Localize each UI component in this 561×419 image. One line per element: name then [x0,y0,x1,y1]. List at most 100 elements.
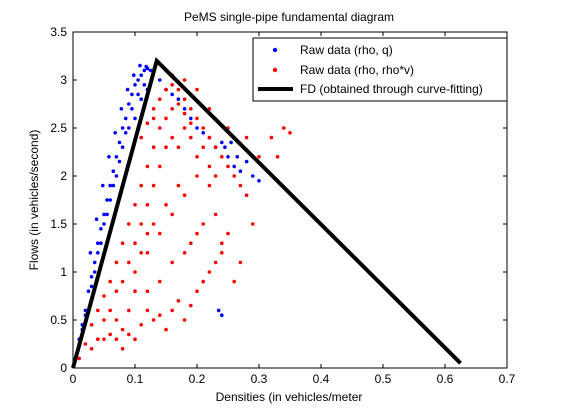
data-point-s1-62 [158,231,162,236]
data-point-s1-113 [170,83,174,87]
data-point-s0-28 [133,116,137,121]
data-point-s1-68 [232,279,236,284]
data-point-s1-41 [108,332,112,337]
legend-marker-red-dot-icon [272,67,278,73]
data-point-s0-12 [111,169,116,173]
data-point-s0-46 [195,126,199,130]
data-point-s0-33 [102,222,106,226]
data-point-s1-74 [195,231,199,236]
data-point-s1-117 [139,135,143,140]
data-point-s0-16 [123,116,128,121]
data-point-s1-40 [102,337,106,342]
data-point-s1-114 [176,87,181,92]
data-point-s1-3 [96,308,100,313]
data-point-s1-31 [288,131,292,135]
data-point-s1-33 [244,135,249,140]
data-point-s0-22 [142,68,147,73]
data-point-s0-76 [107,155,111,159]
data-point-s1-95 [120,347,125,351]
data-point-s1-93 [108,308,112,313]
data-point-s1-76 [213,212,218,217]
data-point-s1-45 [133,337,137,342]
data-point-s1-29 [269,135,274,140]
data-point-s1-30 [282,126,286,130]
data-point-s1-12 [151,145,156,149]
data-point-s0-73 [125,87,130,92]
x-tick-label-4: 0.4 [313,372,330,386]
data-point-s1-46 [139,323,143,327]
data-point-s1-94 [114,337,119,342]
data-point-s1-9 [133,203,137,207]
series-2 [71,56,462,369]
data-point-s0-55 [251,174,255,178]
data-point-s1-59 [220,251,224,255]
data-point-s0-74 [119,107,124,111]
x-tick-label-3: 0.3 [251,372,268,386]
data-point-s1-75 [201,222,205,226]
data-point-s1-81 [120,279,125,284]
data-point-s0-62 [99,241,103,245]
data-point-s1-110 [151,107,156,111]
data-point-s1-105 [207,183,212,188]
data-point-s0-32 [108,198,112,202]
data-point-s0-67 [130,107,134,111]
data-point-s1-54 [189,303,193,308]
data-point-s1-13 [158,126,162,130]
data-point-s0-44 [182,107,187,111]
data-point-s1-2 [89,323,94,327]
data-point-s0-45 [189,116,193,121]
data-point-s1-19 [195,116,199,121]
data-point-s0-78 [94,217,99,221]
data-point-s0-42 [170,92,174,97]
data-point-s1-73 [182,251,187,255]
data-point-s1-78 [164,203,168,207]
data-point-s0-35 [92,270,97,274]
data-point-s0-5 [89,275,94,279]
data-point-s1-116 [189,121,193,125]
chart-title: PeMS single-pipe fundamental diagram [184,10,394,24]
data-point-s1-18 [189,107,193,111]
data-point-s1-53 [182,318,187,322]
data-point-s0-58 [229,140,233,145]
data-point-s1-0 [77,356,81,361]
data-point-s1-27 [244,193,249,197]
data-point-s1-70 [145,289,150,294]
data-point-s1-88 [164,145,168,149]
legend: Raw data (rho, q) Raw data (rho, rho*v) … [252,37,508,102]
data-point-s0-60 [216,308,221,313]
data-point-s0-6 [92,260,97,265]
data-point-s1-98 [139,251,143,255]
data-point-s0-40 [158,78,162,82]
data-point-s0-34 [96,251,100,255]
data-point-s1-96 [127,308,131,313]
data-point-s1-15 [170,107,174,111]
fd-curve-line [71,56,462,369]
data-point-s1-24 [226,164,230,169]
y-tick-label-2: 1 [60,265,67,279]
data-point-s1-37 [182,78,187,82]
data-point-s1-67 [220,241,224,245]
data-point-s1-112 [164,87,168,92]
y-axis-label: Flows (in vehicles/second) [27,130,41,271]
data-point-s1-56 [201,279,205,284]
data-point-s0-79 [88,251,93,255]
data-point-s0-14 [117,140,122,145]
x-tick-label-1: 0.1 [127,372,144,386]
legend-label-raw-rho-rhov: Raw data (rho, rho*v) [300,63,414,77]
data-point-s0-52 [232,164,236,169]
data-point-s1-14 [164,116,168,121]
data-point-s1-107 [226,231,230,236]
data-point-s0-36 [89,284,94,289]
data-point-s1-60 [133,270,137,274]
data-point-s1-106 [213,174,218,178]
data-point-s0-24 [148,68,153,73]
data-point-s1-20 [201,126,205,130]
data-point-s0-77 [100,183,105,188]
data-point-s0-50 [220,140,224,145]
data-point-s1-5 [108,279,112,284]
data-point-s0-4 [86,289,91,294]
data-point-s0-21 [139,73,143,77]
data-point-s1-102 [189,135,193,140]
